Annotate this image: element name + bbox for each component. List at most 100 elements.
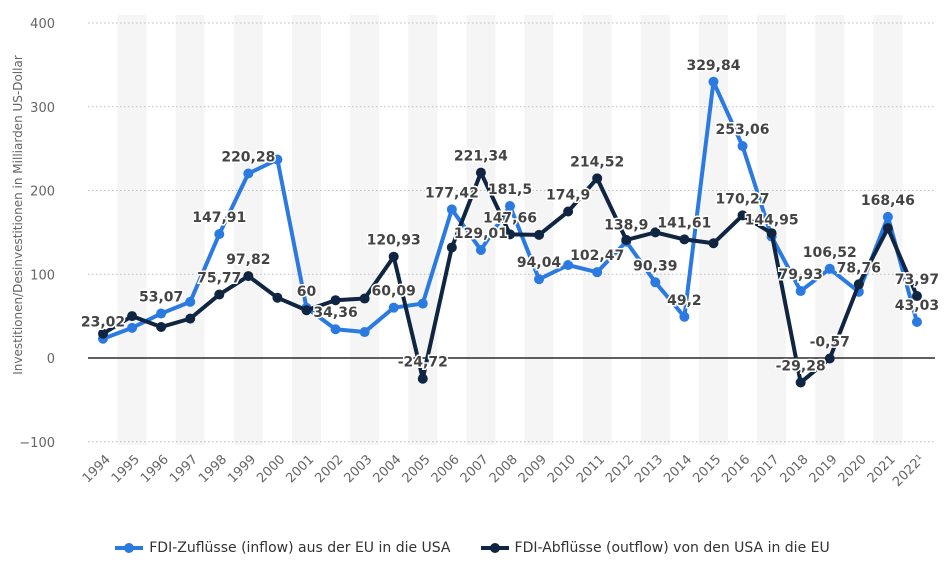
data-point-inflow[interactable] bbox=[359, 327, 370, 338]
legend: FDI-Zuflüsse (inflow) aus der EU in die … bbox=[0, 540, 945, 556]
data-point-inflow[interactable] bbox=[185, 296, 196, 307]
data-point-inflow[interactable] bbox=[417, 298, 428, 309]
data-label: 97,82 bbox=[226, 252, 270, 268]
data-point-inflow[interactable] bbox=[882, 211, 893, 222]
column-band bbox=[815, 15, 845, 445]
data-point-inflow[interactable] bbox=[243, 168, 254, 179]
data-point-outflow[interactable] bbox=[621, 234, 632, 245]
data-point-outflow[interactable] bbox=[737, 210, 748, 221]
data-point-outflow[interactable] bbox=[824, 353, 835, 364]
data-label: 79,93 bbox=[779, 267, 823, 283]
x-tick-label: 1999 bbox=[225, 452, 259, 486]
data-label: 220,28 bbox=[221, 150, 275, 166]
data-label: 144,95 bbox=[745, 213, 799, 229]
data-point-outflow[interactable] bbox=[475, 167, 486, 178]
data-point-outflow[interactable] bbox=[766, 228, 777, 239]
column-band bbox=[291, 15, 322, 445]
data-label: 90,39 bbox=[633, 258, 677, 274]
data-point-outflow[interactable] bbox=[446, 242, 457, 253]
data-point-inflow[interactable] bbox=[127, 322, 138, 333]
data-point-inflow[interactable] bbox=[504, 200, 515, 211]
data-point-outflow[interactable] bbox=[388, 251, 399, 262]
data-point-outflow[interactable] bbox=[359, 293, 370, 304]
data-point-outflow[interactable] bbox=[708, 238, 719, 249]
data-point-outflow[interactable] bbox=[911, 291, 922, 302]
legend-item-inflow[interactable]: FDI-Zuflüsse (inflow) aus der EU in die … bbox=[115, 540, 451, 556]
data-point-inflow[interactable] bbox=[592, 267, 603, 278]
data-label: 168,46 bbox=[861, 193, 915, 209]
data-point-outflow[interactable] bbox=[592, 173, 603, 184]
data-point-inflow[interactable] bbox=[679, 311, 690, 322]
data-label: 253,06 bbox=[716, 122, 770, 138]
data-point-inflow[interactable] bbox=[795, 286, 806, 297]
data-label: 75,77 bbox=[197, 271, 241, 287]
x-tick-label: 1998 bbox=[196, 452, 230, 486]
data-label: 102,47 bbox=[570, 248, 624, 264]
x-tick-label: 1994 bbox=[80, 452, 114, 486]
data-point-outflow[interactable] bbox=[185, 313, 196, 324]
data-point-outflow[interactable] bbox=[417, 373, 428, 384]
data-label: 181,5 bbox=[488, 182, 532, 198]
data-point-inflow[interactable] bbox=[650, 277, 661, 288]
data-label: 60,09 bbox=[372, 284, 416, 300]
data-point-outflow[interactable] bbox=[795, 377, 806, 388]
data-label: 120,93 bbox=[367, 233, 421, 249]
data-point-inflow[interactable] bbox=[330, 324, 341, 335]
data-point-inflow[interactable] bbox=[388, 302, 399, 313]
y-tick-label: 400 bbox=[30, 17, 55, 32]
data-point-inflow[interactable] bbox=[214, 229, 225, 240]
column-band bbox=[350, 15, 380, 445]
data-point-inflow[interactable] bbox=[824, 263, 835, 274]
column-band bbox=[117, 15, 147, 445]
data-point-outflow[interactable] bbox=[214, 289, 225, 300]
data-label: 23,02 bbox=[81, 315, 125, 331]
data-label: 141,61 bbox=[657, 215, 711, 231]
data-point-inflow[interactable] bbox=[737, 141, 748, 152]
x-tick-label: 2006 bbox=[429, 452, 463, 486]
data-point-inflow[interactable] bbox=[156, 308, 167, 319]
data-point-outflow[interactable] bbox=[563, 206, 574, 217]
legend-item-outflow[interactable]: FDI-Abflüsse (outflow) von den USA in di… bbox=[480, 540, 830, 556]
legend-label-inflow: FDI-Zuflüsse (inflow) aus der EU in die … bbox=[149, 540, 451, 556]
y-tick-label: 0 bbox=[47, 352, 55, 367]
data-point-inflow[interactable] bbox=[911, 316, 922, 327]
x-tick-label: 2009 bbox=[516, 452, 550, 486]
x-tick-label: 2017 bbox=[748, 452, 782, 486]
data-label: 138,9 bbox=[604, 218, 648, 234]
data-point-inflow[interactable] bbox=[272, 154, 283, 165]
data-point-outflow[interactable] bbox=[504, 229, 515, 240]
data-point-inflow[interactable] bbox=[708, 76, 719, 87]
data-point-outflow[interactable] bbox=[330, 295, 341, 306]
data-point-outflow[interactable] bbox=[650, 227, 661, 238]
data-point-outflow[interactable] bbox=[156, 322, 167, 333]
data-point-outflow[interactable] bbox=[534, 229, 545, 240]
x-tick-label: 2007 bbox=[458, 452, 492, 486]
data-point-outflow[interactable] bbox=[301, 305, 312, 316]
data-point-outflow[interactable] bbox=[853, 279, 864, 290]
data-point-inflow[interactable] bbox=[446, 204, 457, 215]
column-band bbox=[466, 15, 496, 445]
data-label: 43,03 bbox=[895, 298, 939, 314]
data-point-outflow[interactable] bbox=[882, 223, 893, 234]
data-point-outflow[interactable] bbox=[127, 311, 138, 322]
x-tick-label: 2005 bbox=[400, 452, 434, 486]
x-tick-label: 2019 bbox=[807, 452, 841, 486]
y-axis-label: Investitionen/Desinvestitionen in Millia… bbox=[11, 55, 25, 375]
data-point-outflow[interactable] bbox=[679, 234, 690, 245]
data-label: 53,07 bbox=[139, 290, 183, 306]
data-point-outflow[interactable] bbox=[98, 328, 108, 339]
x-tick-label: 2003 bbox=[341, 452, 375, 486]
data-point-inflow[interactable] bbox=[563, 260, 574, 271]
y-tick-label: 300 bbox=[30, 101, 55, 116]
column-band bbox=[233, 15, 263, 445]
x-tick-label: 2018 bbox=[778, 452, 812, 486]
data-label: 170,27 bbox=[716, 191, 770, 207]
y-tick-label: 200 bbox=[30, 185, 55, 200]
data-point-inflow[interactable] bbox=[534, 274, 545, 285]
data-point-outflow[interactable] bbox=[243, 271, 254, 282]
data-point-outflow[interactable] bbox=[272, 292, 283, 303]
legend-swatch-inflow bbox=[115, 543, 144, 553]
data-point-inflow[interactable] bbox=[475, 244, 486, 255]
x-tick-label: 2015 bbox=[690, 452, 724, 486]
